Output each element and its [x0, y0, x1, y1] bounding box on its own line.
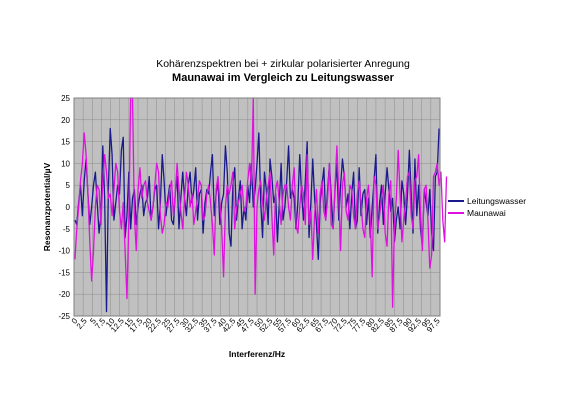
- legend-label: Leitungswasser: [467, 196, 526, 206]
- x-axis-title: Interferenz/Hz: [229, 349, 285, 359]
- y-tick-label: -25: [58, 312, 70, 321]
- series-line-2: [74, 97, 448, 308]
- chart-title: Kohärenzspektren bei + zirkular polarisi…: [156, 58, 410, 70]
- x-tick-label: 5: [88, 316, 98, 326]
- legend-label: Maunawai: [467, 208, 506, 218]
- x-tick-label: 2,5: [75, 316, 89, 331]
- chart-subtitle: Maunawai im Vergleich zu Leitungswasser: [172, 72, 395, 84]
- x-axis-ticks: 02,5 57,51012,51517,52022,52527,53032,535…: [70, 316, 442, 334]
- y-tick-label: 10: [61, 159, 70, 168]
- y-tick-label: 0: [66, 203, 71, 212]
- x-tick-label: 0: [70, 316, 80, 326]
- y-axis-title: Resonanzpotential/µV: [42, 162, 52, 251]
- series-lines: [74, 97, 448, 313]
- y-tick-label: 5: [66, 181, 71, 190]
- y-axis-ticks: 25 20 15 10 5 0 -5 -10 -15 -20 -25: [58, 94, 70, 321]
- y-tick-label: -10: [58, 247, 70, 256]
- y-tick-label: -5: [63, 225, 71, 234]
- y-tick-label: 15: [61, 138, 70, 147]
- legend: Leitungswasser Maunawai: [448, 196, 526, 218]
- y-tick-label: 25: [61, 94, 70, 103]
- y-tick-label: -20: [58, 290, 70, 299]
- y-tick-label: 20: [61, 116, 70, 125]
- y-tick-label: -15: [58, 268, 70, 277]
- plot-border: [73, 97, 441, 317]
